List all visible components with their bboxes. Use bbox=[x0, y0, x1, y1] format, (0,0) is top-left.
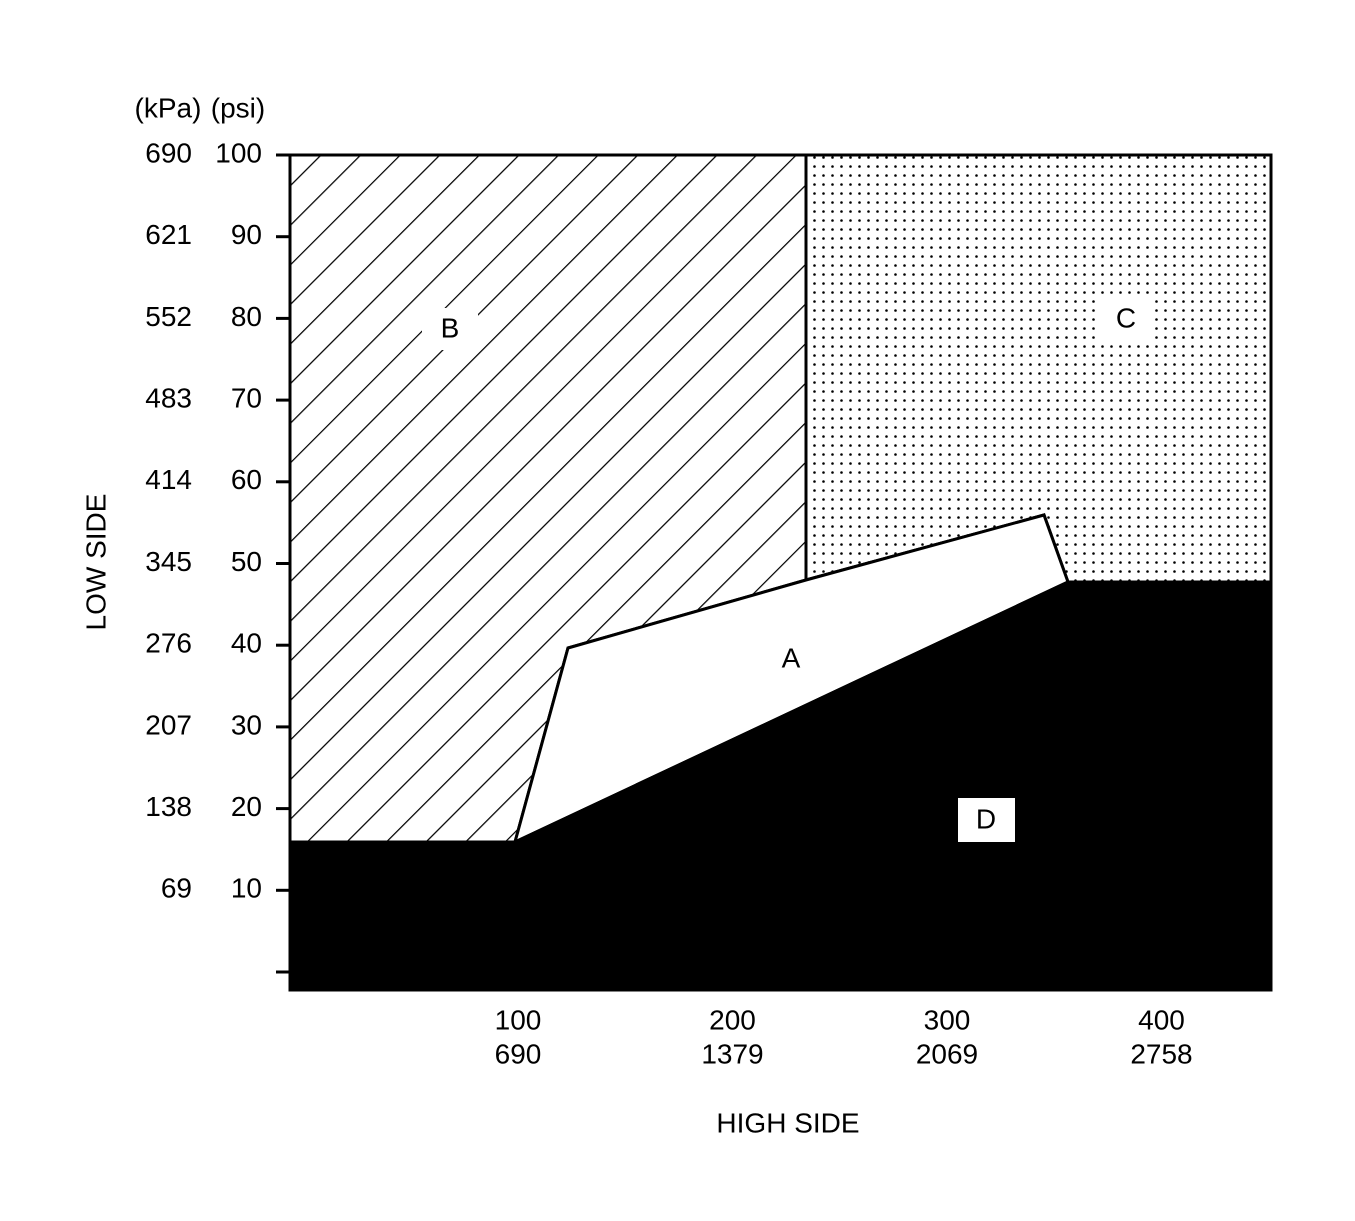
y-tick-label-psi: 30 bbox=[231, 709, 262, 740]
x-tick-label-kpa: 2069 bbox=[916, 1038, 978, 1069]
region-label: D bbox=[976, 803, 996, 834]
y-tick-label-psi: 20 bbox=[231, 791, 262, 822]
unit-label: (psi) bbox=[211, 92, 265, 123]
label-box bbox=[1100, 298, 1154, 340]
x-tick-label-psi: 200 bbox=[709, 1004, 756, 1035]
plot-border bbox=[288, 153, 1273, 992]
y-tick-label-psi: 60 bbox=[231, 464, 262, 495]
region-label: B bbox=[441, 312, 460, 343]
y-tick-label-kpa: 276 bbox=[145, 628, 192, 659]
y-tick-label-kpa: 69 bbox=[161, 873, 192, 904]
y-tick-label-psi: 80 bbox=[231, 301, 262, 332]
y-tick-label-kpa: 552 bbox=[145, 301, 192, 332]
y-tick-label-psi: 10 bbox=[231, 873, 262, 904]
x-tick-label-psi: 100 bbox=[495, 1004, 542, 1035]
x-axis-title: HIGH SIDE bbox=[716, 1107, 859, 1138]
x-tick-label-psi: 300 bbox=[924, 1004, 971, 1035]
y-tick-label-psi: 90 bbox=[231, 219, 262, 250]
x-tick-label-kpa: 1379 bbox=[701, 1038, 763, 1069]
unit-label: (kPa) bbox=[135, 92, 202, 123]
x-tick-label-psi: 400 bbox=[1138, 1004, 1185, 1035]
y-tick-label-kpa: 414 bbox=[145, 464, 192, 495]
x-tick-label-kpa: 690 bbox=[495, 1038, 542, 1069]
x-tick-label-kpa: 2758 bbox=[1130, 1038, 1192, 1069]
y-tick-label-kpa: 483 bbox=[145, 382, 192, 413]
region-label: A bbox=[782, 642, 801, 673]
y-tick-label-kpa: 207 bbox=[145, 709, 192, 740]
y-tick-label-psi: 40 bbox=[231, 628, 262, 659]
y-tick-label-kpa: 345 bbox=[145, 546, 192, 577]
y-tick-label-kpa: 138 bbox=[145, 791, 192, 822]
y-tick-label-kpa: 690 bbox=[145, 137, 192, 168]
label-box bbox=[958, 798, 1015, 842]
label-box bbox=[422, 308, 478, 350]
y-tick-label-psi: 70 bbox=[231, 382, 262, 413]
y-tick-label-psi: 50 bbox=[231, 546, 262, 577]
y-tick-label-kpa: 621 bbox=[145, 219, 192, 250]
region-label: C bbox=[1116, 302, 1136, 333]
y-tick-label-psi: 100 bbox=[215, 137, 262, 168]
y-axis-title: LOW SIDE bbox=[80, 494, 111, 631]
region-a bbox=[512, 513, 1070, 845]
